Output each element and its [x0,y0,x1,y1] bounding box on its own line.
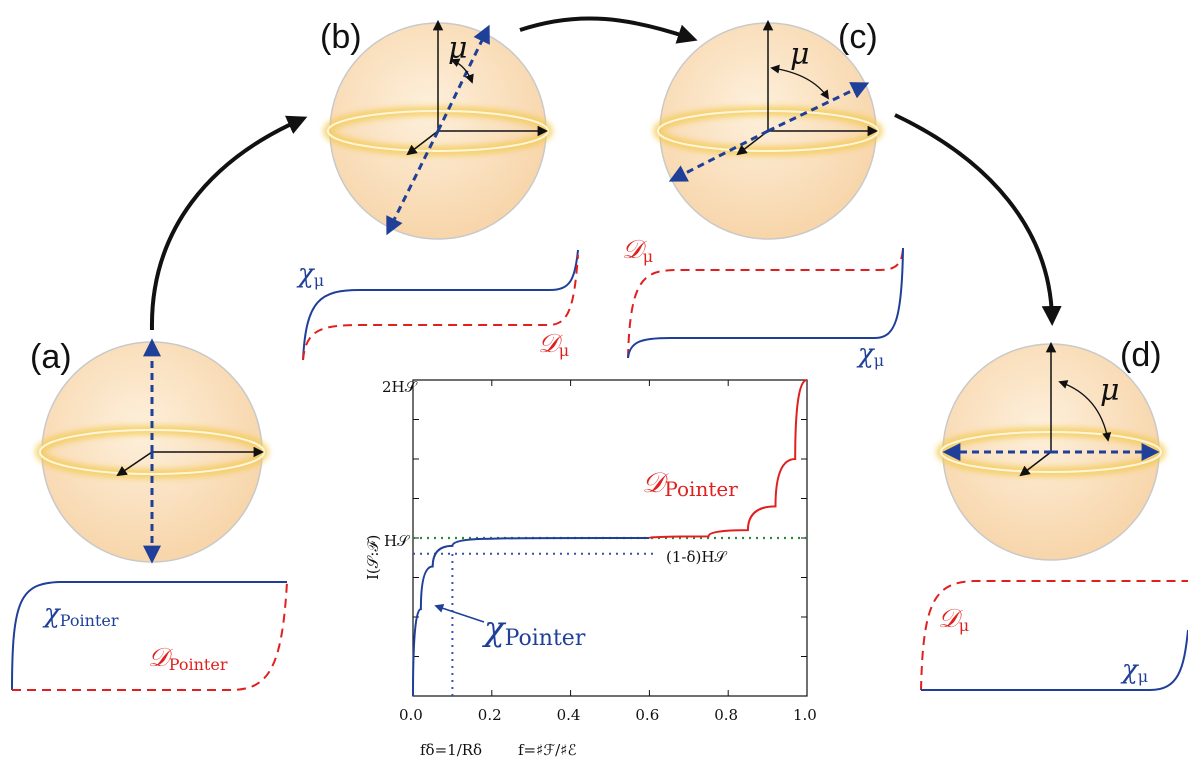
y-tick-label-H: H𝒮 [384,532,410,550]
chi-mu-label-d: χμ [1120,655,1148,686]
d-pointer-curve [648,379,808,539]
sphere-c [653,19,883,240]
mini-curves-d [920,580,1188,691]
chi-pointer-label-a: χPointer [42,599,119,630]
panel-label-a: (a) [30,338,72,376]
d-mu-label-c: 𝒟μ [622,235,653,266]
d-mu-label-b: 𝒟μ [538,329,569,360]
x-tick-label: 0.6 [635,706,659,724]
y-tick-label-2H: 2H𝒮 [382,378,418,396]
transition-arrow-b-c [519,16,698,44]
x-axis-label: f=♯ℱ/♯ℰ [518,741,577,759]
chi-pointer-curve [412,537,650,697]
mini-curves-b [302,249,579,361]
mu-label-c: μ [790,37,810,72]
x-tick-label: 0.8 [714,706,738,724]
panel-label-c: (c) [838,18,878,56]
sphere-b [323,19,553,240]
d-mu-label-d: 𝒟μ [938,604,969,635]
y-ticks [413,419,807,657]
chi-mu-label-b: χμ [296,259,324,290]
x-tick-label: 0.2 [478,706,502,724]
mini-curves-a [11,581,288,691]
transition-arrow-c-d [894,113,1062,326]
f-delta-label: fδ=1/Rδ [420,741,482,759]
d-pointer-chart-label: 𝒟Pointer [642,466,738,501]
panel-label-d: (d) [1120,336,1162,374]
chi-pointer-pointer-arrow [434,604,485,623]
mutual-information-chart: 0.0 0.2 0.4 0.6 0.8 1.0 2H𝒮 H𝒮 I(𝒮:ℱ) f=♯ℱ/♯ℰ… [364,378,817,759]
chi-pointer-chart-label: χPointer [482,609,586,651]
transition-arrow-a-b [149,115,308,331]
mu-label-d: μ [1100,373,1120,408]
mu-label-b: μ [448,31,468,66]
chi-mu-label-c: χμ [856,339,884,370]
x-ticks: 0.0 0.2 0.4 0.6 0.8 1.0 [399,380,817,724]
mini-curves-c [627,247,904,359]
x-tick-label: 0.4 [557,706,581,724]
x-tick-label: 0.0 [399,706,423,724]
reference-lines [413,536,807,696]
sphere-d [936,341,1166,561]
x-tick-label: 1.0 [793,706,817,724]
panel-label-b: (b) [320,18,362,56]
sphere-a [35,338,269,564]
y-axis-label: I(𝒮:ℱ) [364,535,382,580]
d-pointer-label-a: 𝒟Pointer [148,643,228,674]
delta-level-label: (1-δ)H𝒮 [666,548,727,566]
series-group [412,379,808,697]
